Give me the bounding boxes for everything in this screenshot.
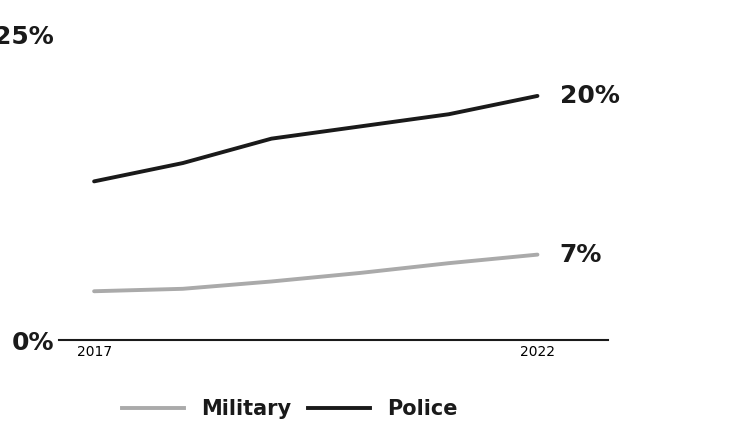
Text: 20%: 20%	[559, 84, 619, 108]
Legend: Military, Police: Military, Police	[114, 391, 465, 427]
Text: 7%: 7%	[559, 242, 602, 267]
